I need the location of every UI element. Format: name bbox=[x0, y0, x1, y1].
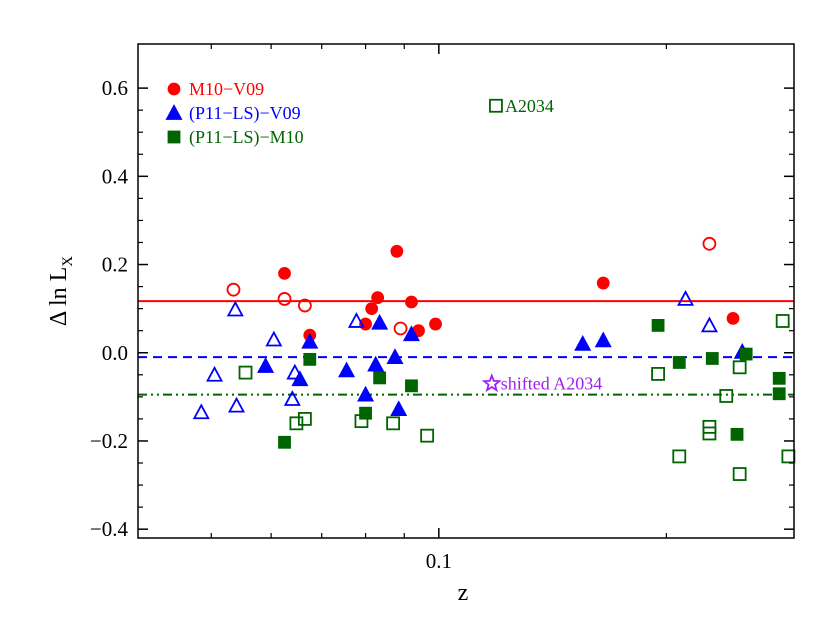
data-point-series2-7 bbox=[283, 390, 301, 406]
legend: M10−V09 (P11−LS)−V09 (P11−LS)−M10 bbox=[165, 79, 304, 148]
data-point-series2-21 bbox=[574, 335, 592, 351]
legend-label-2: (P11−LS)−V09 bbox=[189, 103, 301, 124]
data-point-series1-6 bbox=[390, 244, 404, 258]
data-point-series3-15 bbox=[781, 449, 796, 464]
data-point-series3-14 bbox=[775, 314, 790, 328]
data-point-series3-12 bbox=[732, 360, 747, 375]
points-layer bbox=[192, 236, 796, 481]
data-point-series3-17 bbox=[303, 352, 317, 366]
data-point-series3-11 bbox=[719, 389, 734, 403]
data-point-series2-10 bbox=[700, 316, 718, 333]
y-tick-label: −0.4 bbox=[90, 517, 129, 541]
data-point-series3-24 bbox=[730, 427, 744, 441]
data-point-series3-10 bbox=[702, 426, 717, 441]
data-point-series2-2 bbox=[192, 403, 210, 420]
data-point-series3-26 bbox=[772, 371, 786, 385]
y-tick-label: 0.0 bbox=[102, 341, 128, 365]
legend-marker-1 bbox=[167, 82, 181, 96]
data-point-series2-18 bbox=[386, 348, 404, 365]
data-point-series3-3 bbox=[297, 412, 312, 426]
annotation-marker-2 bbox=[481, 373, 502, 393]
data-point-series1-12 bbox=[226, 282, 241, 297]
data-point-series2-22 bbox=[594, 331, 612, 348]
annotation-marker-1 bbox=[489, 98, 503, 113]
data-point-series2-11 bbox=[257, 357, 275, 373]
data-point-series1-7 bbox=[405, 295, 418, 309]
legend-label-3: (P11−LS)−M10 bbox=[189, 127, 304, 148]
axes-layer bbox=[137, 43, 795, 539]
data-point-series1-5 bbox=[371, 291, 385, 305]
data-point-series3-23 bbox=[705, 352, 719, 365]
data-point-series2-13 bbox=[301, 332, 319, 349]
data-point-series1-11 bbox=[726, 311, 740, 325]
data-point-series3-8 bbox=[672, 449, 687, 464]
data-point-series1-14 bbox=[297, 298, 312, 313]
data-point-series3-1 bbox=[238, 365, 253, 380]
data-point-series2-16 bbox=[367, 355, 385, 372]
data-point-series2-3 bbox=[226, 300, 244, 317]
legend-marker-3 bbox=[167, 130, 181, 144]
data-point-series2-4 bbox=[228, 396, 246, 413]
data-point-series2-9 bbox=[677, 290, 695, 306]
data-point-series3-27 bbox=[772, 387, 786, 401]
data-point-series2-8 bbox=[347, 312, 365, 328]
y-tick-label: −0.2 bbox=[90, 429, 128, 453]
data-point-series2-20 bbox=[402, 325, 420, 342]
y-tick-label: 0.4 bbox=[102, 164, 129, 188]
data-point-series2-19 bbox=[390, 400, 408, 417]
annotation-label-2: shifted A2034 bbox=[501, 374, 603, 394]
plot-frame bbox=[137, 43, 795, 539]
data-point-series3-22 bbox=[672, 356, 686, 369]
data-point-series1-13 bbox=[277, 292, 292, 306]
data-point-series3-16 bbox=[278, 435, 291, 449]
annotations-layer: A2034 shifted A2034 bbox=[481, 96, 603, 394]
data-point-series1-9 bbox=[429, 317, 442, 331]
x-axis-label: z bbox=[458, 580, 469, 606]
y-axis-label-main: Δ ln L bbox=[46, 267, 72, 326]
data-point-series3-25 bbox=[739, 347, 753, 361]
y-axis-label: Δ ln LX bbox=[46, 256, 76, 326]
data-point-series2-17 bbox=[371, 313, 389, 330]
data-point-series1-4 bbox=[365, 302, 379, 316]
data-point-series1-15 bbox=[393, 321, 408, 336]
y-axis-label-subscript: X bbox=[60, 256, 76, 267]
y-tick-label: 0.2 bbox=[102, 253, 128, 277]
data-point-series2-15 bbox=[357, 385, 375, 402]
data-point-series2-1 bbox=[206, 365, 224, 382]
data-point-series2-14 bbox=[338, 361, 356, 378]
data-point-series3-2 bbox=[289, 416, 304, 431]
data-point-series3-7 bbox=[651, 367, 665, 381]
legend-marker-2 bbox=[165, 104, 183, 120]
legend-label-1: M10−V09 bbox=[189, 79, 264, 99]
x-tick-label: 0.1 bbox=[426, 549, 452, 573]
data-point-series1-10 bbox=[596, 276, 610, 290]
ticks-layer: −0.4 −0.2 0.0 0.2 0.4 0.6 0.1 bbox=[90, 44, 794, 573]
data-point-series3-21 bbox=[651, 319, 665, 332]
annotation-label-1: A2034 bbox=[505, 96, 554, 116]
data-point-series3-19 bbox=[373, 371, 387, 385]
data-point-series3-20 bbox=[405, 379, 418, 393]
data-point-series3-18 bbox=[359, 406, 372, 420]
data-point-series1-16 bbox=[702, 236, 717, 251]
data-point-series3-6 bbox=[420, 428, 435, 443]
data-point-series2-6 bbox=[286, 363, 304, 380]
data-point-series1-1 bbox=[278, 266, 291, 280]
data-point-series2-12 bbox=[291, 370, 309, 387]
data-point-series3-13 bbox=[732, 467, 747, 481]
data-point-series2-5 bbox=[265, 330, 283, 347]
data-point-series3-5 bbox=[386, 416, 401, 431]
y-tick-label: 0.6 bbox=[102, 76, 128, 100]
